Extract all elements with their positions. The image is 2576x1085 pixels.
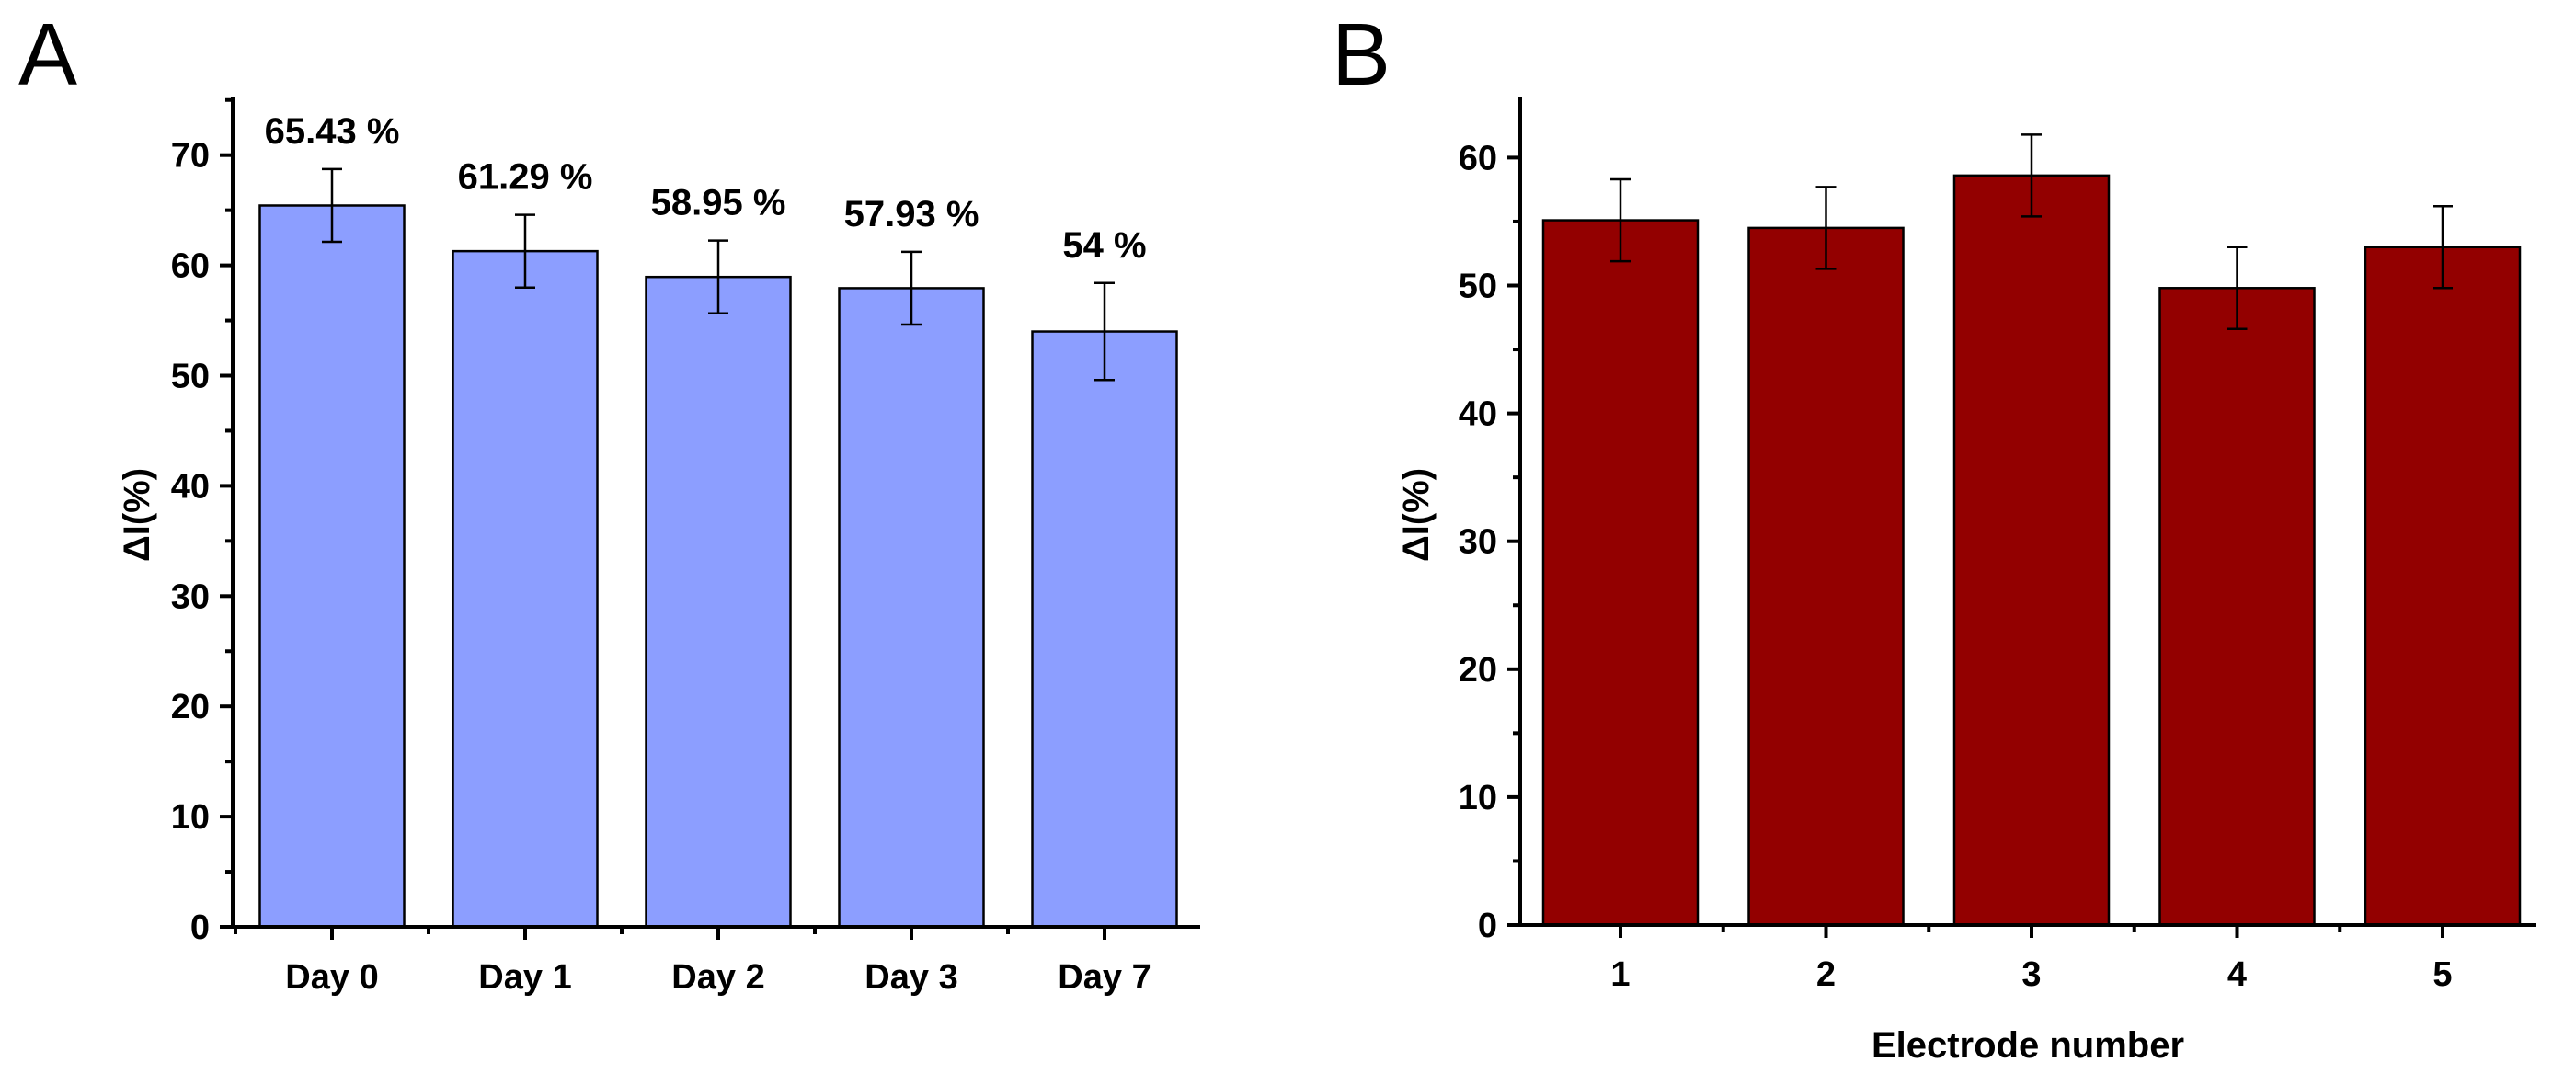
panel-a-error-bars (322, 167, 1115, 382)
panel-a-chart: A 65.43 % 61.29 % 58.95 % 57.93 % 54 % Day 0… (18, 6, 1200, 997)
panel-a-bar-3 (645, 275, 792, 929)
panel-a-y-tick-label: 20 (171, 688, 210, 726)
panel-b-y-tick-label: 60 (1459, 139, 1497, 177)
panel-a-data-label: 57.93 % (844, 194, 979, 234)
panel-a-bar-1 (258, 204, 406, 929)
panel-a-x-tick-label: Day 1 (478, 958, 571, 997)
panel-a-y-axis-title: ΔI(%) (117, 468, 157, 562)
panel-b-y-tick-label: 0 (1478, 907, 1497, 945)
panel-a-y-tick-label: 30 (171, 577, 210, 616)
panel-a-error-bar-3 (708, 239, 728, 315)
panel-a-y-tick-label: 10 (171, 798, 210, 837)
panel-a-error-bar-4 (901, 250, 922, 326)
panel-a-data-label: 54 % (1062, 225, 1146, 266)
panel-b-x-tick-label: 1 (1610, 955, 1630, 994)
panel-b-x-tick-label: 2 (1816, 955, 1836, 994)
panel-b-y-tick-label: 30 (1459, 523, 1497, 562)
panel-b-bar-1 (1541, 219, 1700, 927)
panel-b-y-tick-label: 10 (1459, 779, 1497, 817)
panel-a-y-tick-label: 50 (171, 358, 210, 396)
panel-a-data-label: 65.43 % (265, 111, 400, 152)
panel-a-data-label: 58.95 % (651, 183, 786, 223)
panel-a-x-tick-label: Day 2 (671, 958, 764, 997)
panel-b-bars (1541, 174, 2522, 927)
panel-a-bar-5 (1031, 330, 1178, 929)
panel-a-x-tick-label: Day 7 (1058, 958, 1151, 997)
panel-b-x-tick-label: 5 (2433, 955, 2452, 994)
panel-b-error-bar-5 (2433, 205, 2453, 290)
panel-a-y-tick-label: 40 (171, 467, 210, 506)
panel-a-y-tick-label: 0 (190, 908, 210, 947)
panel-b-bar-2 (1747, 226, 1905, 927)
panel-b-y-tick-label: 20 (1459, 651, 1497, 690)
panel-b-error-bars (1610, 133, 2453, 331)
panel-b-x-tick-label: 4 (2227, 955, 2247, 994)
panel-a-error-bar-2 (515, 213, 535, 289)
panel-b-error-bar-1 (1610, 177, 1631, 263)
panel-b-x-axis-title: Electrode number (1872, 1025, 2184, 1066)
panel-a-y-tick-label: 60 (171, 247, 210, 286)
panel-b-y-axis-title: ΔI(%) (1396, 468, 1437, 562)
panel-a-bar-4 (838, 287, 985, 929)
panel-a-label: A (18, 6, 77, 104)
panel-b-bar-4 (2158, 287, 2316, 927)
panel-b-y-tick-label: 50 (1459, 268, 1497, 306)
panel-a-data-label: 61.29 % (458, 157, 593, 198)
panel-a-x-tick-label: Day 3 (864, 958, 957, 997)
panel-b-x-tick-label: 3 (2021, 955, 2041, 994)
panel-b-error-bar-3 (2021, 133, 2042, 218)
panel-a-y-tick-label: 70 (171, 137, 210, 176)
panel-a-axes: Day 0 Day 1 Day 2 Day 3 Day 7 0 10 20 30 40 50 60 70 (171, 97, 1200, 997)
panel-a-data-labels: 65.43 % 61.29 % 58.95 % 57.93 % 54 % (265, 111, 1147, 266)
panel-b-error-bar-2 (1815, 186, 1837, 270)
panel-b-y-tick-label: 40 (1459, 395, 1497, 434)
panel-b-bar-5 (2364, 246, 2522, 927)
panel-b-error-bar-4 (2227, 246, 2248, 331)
panel-a-error-bar-5 (1094, 281, 1115, 382)
panel-a-x-tick-label: Day 0 (285, 958, 378, 997)
panel-a-bar-2 (452, 249, 599, 929)
panel-b-bar-3 (1952, 174, 2111, 927)
panel-a-error-bar-1 (322, 167, 342, 244)
panel-b-label: B (1332, 6, 1391, 104)
